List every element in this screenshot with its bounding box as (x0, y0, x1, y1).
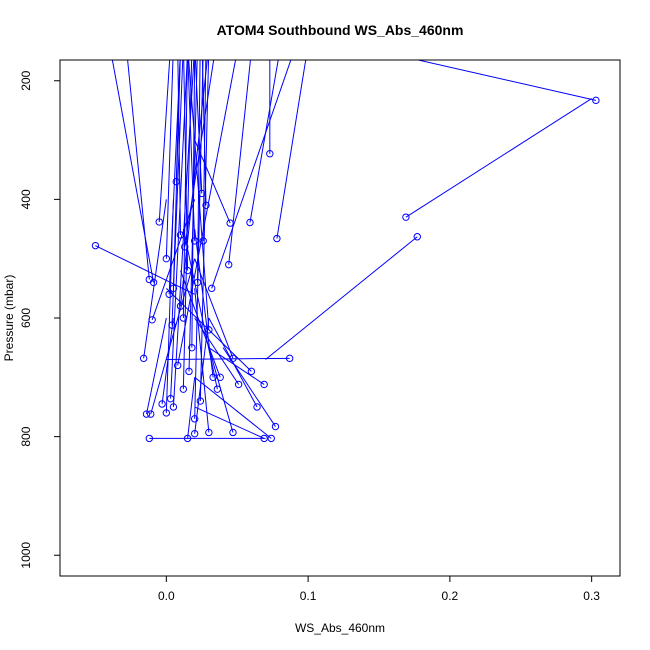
data-point (260, 380, 268, 389)
data-point (267, 434, 275, 443)
data-point (155, 218, 163, 226)
data-point (273, 234, 281, 243)
series-line (171, 60, 184, 326)
series-line (194, 406, 265, 439)
series-line (265, 236, 418, 360)
x-axis-label: WS_Abs_460nm (295, 621, 385, 635)
data-point (216, 373, 224, 382)
data-point (190, 429, 199, 438)
series-line (158, 60, 171, 222)
data-point (179, 385, 188, 393)
data-point (188, 343, 196, 352)
data-point (402, 213, 410, 221)
series-line (208, 317, 258, 408)
data-point (229, 428, 237, 437)
data-point (173, 361, 182, 370)
series-line (276, 60, 307, 239)
data-point (266, 150, 274, 158)
series-line (143, 199, 167, 359)
series-line (111, 60, 155, 283)
series-line (182, 228, 218, 390)
data-point (207, 284, 216, 293)
series-line (184, 60, 215, 247)
y-axis-label: Pressure (mbar) (2, 275, 16, 362)
data-point (183, 434, 192, 443)
y-tick-label: 200 (19, 70, 33, 90)
x-tick-label: 0.2 (442, 589, 459, 603)
data-point (149, 278, 158, 287)
x-tick-label: 0.1 (300, 589, 317, 603)
data-point (205, 326, 213, 334)
series-layer (91, 60, 600, 443)
data-point (148, 316, 156, 324)
series-line (194, 258, 234, 359)
y-axis: 200 400 600 800 1000 (19, 70, 60, 569)
series-line (172, 60, 195, 407)
data-point (158, 400, 166, 408)
series-line (150, 258, 196, 415)
data-point (176, 302, 185, 310)
data-point (247, 367, 256, 376)
series-line (415, 60, 597, 101)
data-point (213, 385, 222, 393)
series-line (180, 270, 221, 378)
data-point (199, 237, 207, 245)
data-point (190, 415, 199, 423)
data-point (260, 434, 268, 443)
y-tick-label: 1000 (19, 542, 33, 569)
series-line (170, 60, 188, 399)
series-line (182, 60, 193, 390)
series-line (228, 60, 251, 265)
y-tick-label: 800 (19, 426, 33, 446)
series-line (166, 357, 290, 361)
series-line (161, 317, 174, 405)
series-line (188, 60, 198, 372)
data-point (185, 367, 193, 376)
series-line (165, 60, 174, 259)
data-point (253, 403, 261, 411)
data-point (162, 409, 171, 417)
y-tick-label: 600 (19, 308, 33, 328)
series-line (187, 377, 196, 439)
data-point (234, 380, 243, 389)
data-point (162, 254, 171, 263)
data-point (285, 354, 294, 363)
series-line (95, 245, 195, 295)
data-point (145, 434, 154, 443)
plot-frame (59, 59, 621, 577)
chart-title: ATOM4 Southbound WS_Abs_460nm (217, 22, 464, 38)
plot-area (91, 60, 600, 443)
data-point (246, 218, 254, 227)
data-point (205, 428, 213, 437)
series-line (165, 199, 174, 413)
series-line (145, 317, 167, 415)
series-line (165, 287, 252, 372)
series-line (405, 98, 592, 218)
data-point (147, 410, 155, 418)
series-line (249, 60, 279, 223)
y-tick-label: 400 (19, 189, 33, 209)
data-point (196, 397, 205, 405)
data-point (413, 233, 421, 241)
series-line (168, 60, 181, 295)
data-point (225, 260, 233, 269)
data-point (181, 243, 189, 251)
data-point (202, 201, 210, 210)
data-point (142, 410, 151, 418)
x-tick-label: 0.0 (158, 589, 175, 603)
data-point (271, 422, 280, 431)
series-line (177, 60, 237, 366)
data-point (139, 354, 148, 363)
x-tick-label: 0.3 (583, 589, 600, 603)
series-line (194, 376, 272, 439)
data-point (91, 241, 100, 250)
data-point (229, 354, 237, 363)
series-line (211, 60, 292, 289)
data-point (209, 373, 217, 382)
series-line (180, 60, 208, 307)
data-point (592, 96, 600, 105)
data-point (169, 403, 178, 411)
x-axis: 0.0 0.1 0.2 0.3 (158, 576, 600, 603)
